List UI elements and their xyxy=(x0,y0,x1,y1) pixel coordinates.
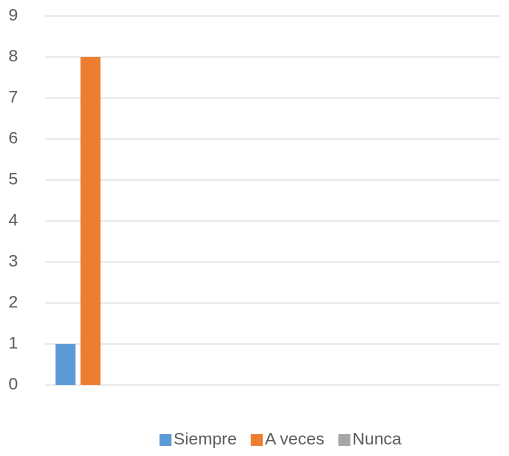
bar xyxy=(80,57,101,385)
y-tick-label: 2 xyxy=(9,292,18,311)
y-tick-label: 7 xyxy=(9,87,18,106)
bar xyxy=(55,344,76,385)
y-tick-label: 3 xyxy=(9,251,18,270)
y-tick-label: 4 xyxy=(9,210,18,229)
legend-swatch xyxy=(159,434,172,446)
y-tick-label: 0 xyxy=(9,374,18,393)
y-tick-label: 6 xyxy=(9,128,18,147)
legend-label: Siempre xyxy=(174,429,237,448)
y-tick-label: 8 xyxy=(9,46,18,65)
legend-label: A veces xyxy=(265,429,325,448)
legend-label: Nunca xyxy=(352,429,402,448)
y-tick-label: 1 xyxy=(9,333,18,352)
legend-swatch xyxy=(338,434,351,446)
y-tick-label: 5 xyxy=(9,169,18,188)
legend-swatch xyxy=(250,434,263,446)
y-tick-label: 9 xyxy=(9,5,18,24)
